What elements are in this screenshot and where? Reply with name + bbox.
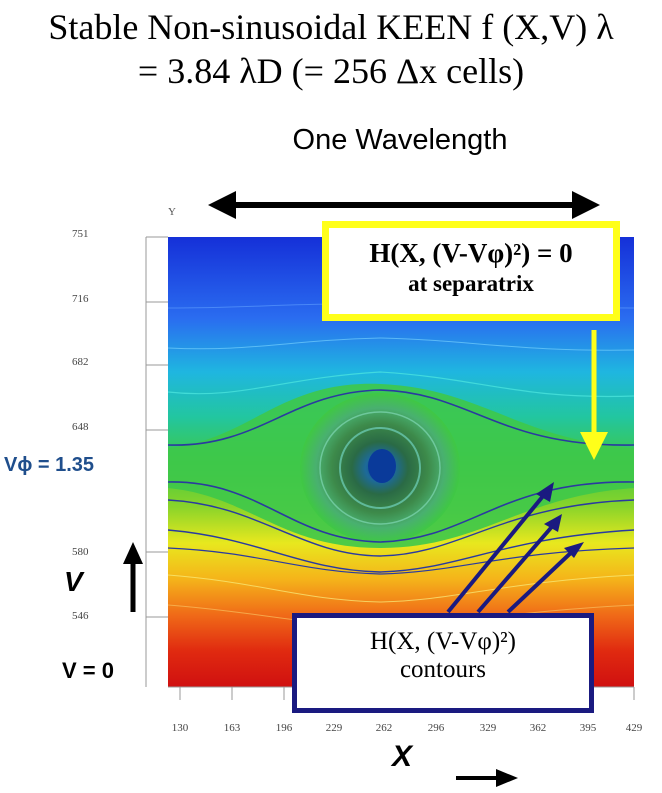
y-tick-label: 546: [72, 610, 89, 622]
contours-formula: H(X, (V-Vφ)²): [370, 628, 516, 655]
contour-1: [168, 499, 634, 557]
separatrix-formula: H(X, (V-Vφ)²) = 0: [369, 238, 573, 268]
separatrix-callout: H(X, (V-Vφ)²) = 0 at separatrix: [322, 221, 620, 321]
x-tick-label: 262: [375, 722, 393, 734]
title-line-2: = 3.84 λD (= 256 Δx cells): [137, 51, 525, 91]
x-tick-label: 329: [479, 722, 497, 734]
y-tick-label: 648: [72, 421, 89, 433]
x-tick-label: 395: [579, 722, 597, 734]
vortex-core: [368, 449, 396, 483]
wavelength-arrow: [208, 191, 600, 219]
v-phi-label: Vϕ = 1.35: [4, 454, 95, 476]
contours-caption: contours: [399, 656, 487, 683]
x-tick-label: 429: [625, 722, 643, 734]
separatrix-arrow: [580, 330, 608, 460]
separatrix-caption: at separatrix: [408, 271, 534, 296]
title-line-1: Stable Non-sinusoidal KEEN f (X,V) λ: [48, 7, 614, 47]
x-tick-label: 296: [427, 722, 445, 734]
v-zero-label: V = 0: [62, 658, 114, 683]
y-tick-label: 751: [72, 228, 89, 240]
y-axis-ticks: [146, 236, 168, 618]
y-tick-label: 716: [72, 293, 89, 305]
x-tick-label: 163: [223, 722, 241, 734]
x-right-arrow: [456, 769, 518, 787]
x-tick-label: 130: [171, 722, 189, 734]
y-tick-label: 580: [72, 546, 89, 558]
x-tick-label: 229: [325, 722, 343, 734]
y-axis-letter: Y: [168, 206, 176, 218]
v-up-arrow: [123, 542, 143, 612]
x-axis-label: X: [392, 740, 413, 773]
v-axis-label: V: [64, 566, 83, 597]
contour-3: [168, 547, 634, 575]
contours-callout: H(X, (V-Vφ)²) contours: [292, 613, 594, 713]
x-tick-label: 196: [275, 722, 293, 734]
x-tick-label: 362: [529, 722, 547, 734]
y-tick-label: 682: [72, 356, 89, 368]
separatrix-upper: [168, 389, 634, 446]
contour-arrows: [446, 488, 578, 614]
wavelength-label: One Wavelength: [292, 124, 508, 156]
